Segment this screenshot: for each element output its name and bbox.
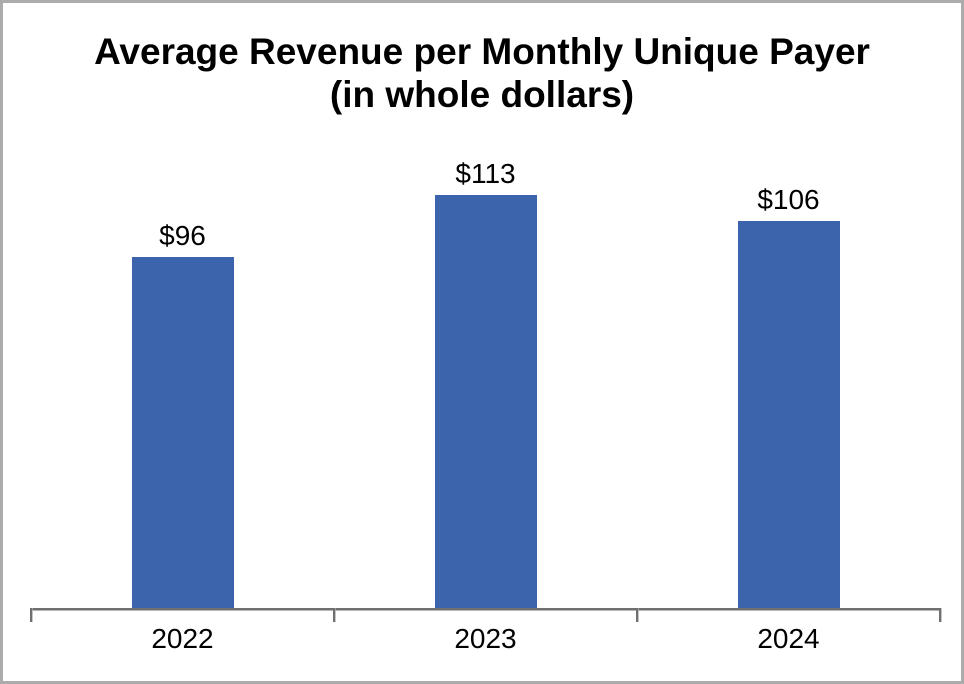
x-axis-tick-0: [30, 608, 32, 622]
chart-title-line-2: (in whole dollars): [329, 74, 635, 115]
bar-group-2023: $113: [334, 3, 637, 608]
value-label-2023: $113: [455, 158, 516, 189]
bar-group-2024: $106: [637, 3, 940, 608]
x-axis-line: [30, 608, 941, 610]
x-tick-label-2024: 2024: [757, 623, 820, 654]
x-tick-label-2023: 2023: [454, 623, 517, 654]
plot-area: $96 2022 $113 2023 $106 2024: [3, 3, 961, 681]
x-axis-tick-2: [636, 608, 638, 622]
bar-group-2022: $96: [31, 3, 334, 608]
chart-title: Average Revenue per Monthly Unique Payer…: [3, 30, 961, 116]
x-axis-tick-1: [333, 608, 335, 622]
value-label-2024: $106: [757, 184, 820, 215]
value-label-2022: $96: [159, 220, 206, 251]
bar-2023: [434, 195, 537, 608]
chart-title-line-1: Average Revenue per Monthly Unique Payer: [94, 31, 870, 72]
bar-2022: [131, 257, 234, 608]
x-axis-tick-3: [939, 608, 941, 622]
x-tick-label-2022: 2022: [151, 623, 214, 654]
bar-2024: [737, 221, 840, 608]
